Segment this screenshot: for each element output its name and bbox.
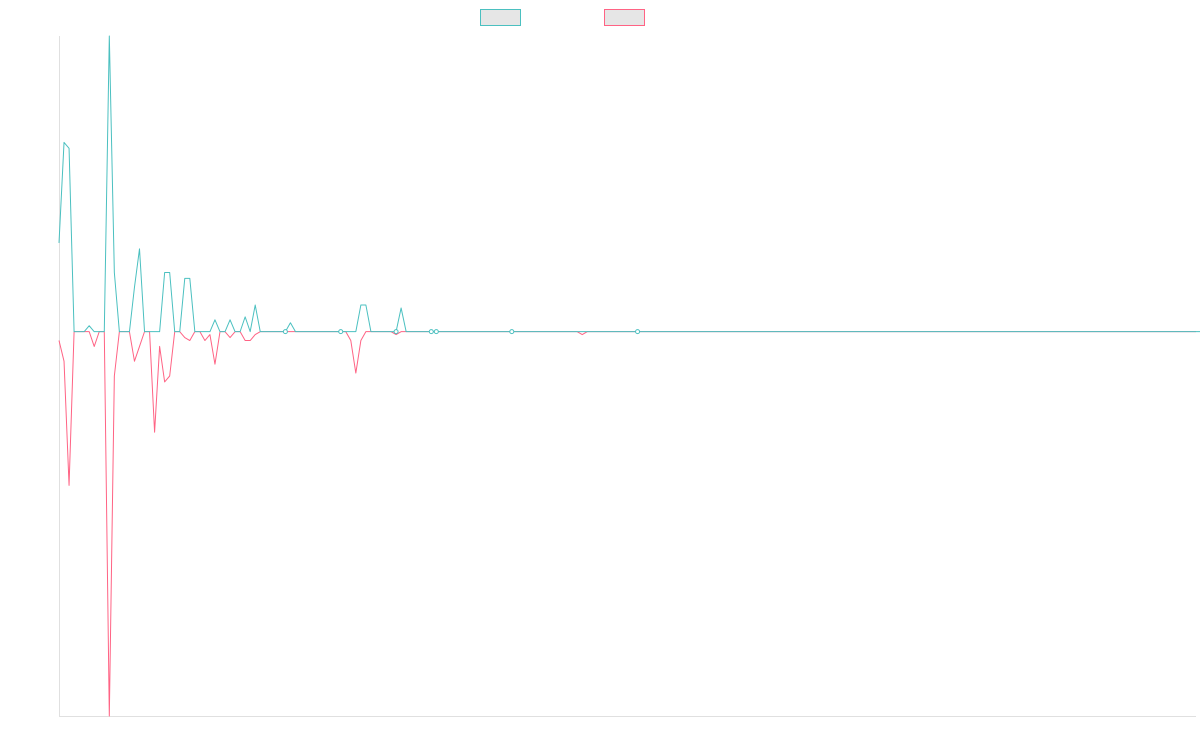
data-point-marker — [338, 329, 344, 335]
data-point-marker — [635, 329, 641, 335]
legend-swatch-series-a[interactable] — [480, 9, 521, 26]
data-point-marker — [433, 329, 439, 335]
data-point-marker — [282, 329, 288, 335]
legend[interactable] — [480, 9, 645, 26]
data-point-marker — [393, 329, 399, 335]
legend-swatch-series-b[interactable] — [604, 9, 645, 26]
series-line-a — [58, 35, 1200, 333]
data-point-marker — [428, 329, 434, 335]
series-line-b — [58, 331, 1196, 717]
marker-layer — [282, 329, 641, 335]
series-layer — [58, 35, 1200, 717]
data-point-marker — [509, 329, 515, 335]
axes — [59, 36, 1196, 717]
